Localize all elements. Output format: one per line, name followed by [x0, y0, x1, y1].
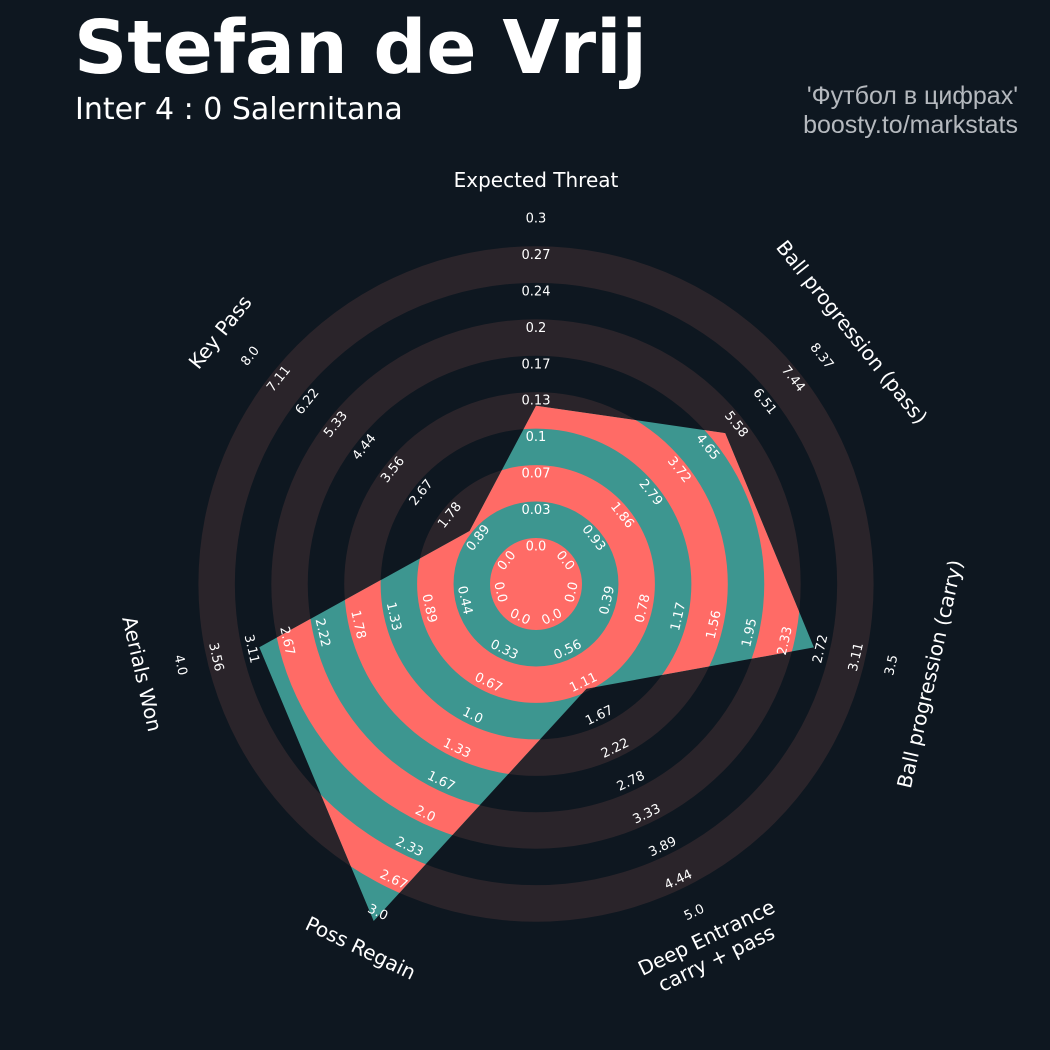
ring-value-label: 2.22 — [312, 617, 333, 649]
credit-line-2: boosty.to/markstats — [803, 110, 1018, 139]
ring-value-label: 0.24 — [522, 284, 551, 299]
credit-line-1: 'Футбол в цифрах' — [806, 82, 1018, 110]
ring-value-label: 1.78 — [347, 609, 368, 641]
param-label: Aerials Won — [117, 614, 167, 734]
ring-value-label: 0.17 — [522, 357, 551, 372]
player-radar-polygon — [259, 405, 814, 921]
ring-value-label: 0.39 — [597, 585, 618, 617]
ring-value-label: 0.13 — [522, 394, 551, 409]
ring-value-label: 0.0 — [526, 540, 547, 555]
ring-value-label: 0.07 — [522, 467, 551, 482]
param-label: Ball progression (carry) — [892, 557, 968, 790]
ring-value-label: 0.44 — [454, 585, 475, 617]
ring-value-label: 0.78 — [633, 593, 654, 625]
ring-value-label: 0.0 — [562, 580, 581, 604]
polygon-inner-core — [490, 538, 582, 630]
player-name-title: Stefan de Vrij — [74, 5, 647, 91]
credit-block: 'Футбол в цифрах' boosty.to/markstats — [803, 82, 1018, 140]
ring-value-label: 3.56 — [205, 641, 226, 673]
ring-value-label: 4.0 — [170, 653, 189, 677]
match-subtitle: Inter 4 : 0 Salernitana — [75, 92, 403, 127]
ring-value-label: 5.0 — [682, 902, 707, 924]
ring-value-label: 1.95 — [739, 617, 760, 649]
param-label-line: Aerials Won — [117, 614, 167, 734]
ring-value-label: 0.1 — [526, 430, 547, 445]
param-label-line: Poss Regain — [302, 911, 420, 984]
ring-value-label: 0.0 — [490, 580, 509, 604]
param-label: Deep Entrancecarry + pass — [634, 895, 788, 1002]
ring-value-label: 1.56 — [704, 609, 725, 641]
ring-value-label: 3.11 — [846, 641, 867, 673]
param-label: Expected Threat — [454, 168, 619, 192]
ring-value-label: 0.03 — [522, 503, 551, 518]
polygon-ring-band — [417, 465, 655, 703]
ring-value-label: 1.33 — [383, 601, 404, 633]
ring-value-label: 1.17 — [668, 601, 689, 633]
param-label: Poss Regain — [302, 911, 420, 984]
ring-value-label: 2.33 — [775, 625, 796, 657]
param-label-line: Expected Threat — [454, 168, 619, 192]
ring-value-label: 2.67 — [276, 625, 297, 657]
ring-value-label: 8.37 — [807, 340, 837, 372]
ring-value-label: 8.0 — [238, 344, 263, 370]
ring-value-label: 0.27 — [522, 248, 551, 263]
ring-value-label: 3.5 — [882, 653, 901, 677]
ring-value-label: 3.11 — [241, 633, 262, 665]
param-label-line: Ball progression (carry) — [892, 557, 968, 790]
ring-value-label: 0.2 — [526, 321, 547, 336]
ring-value-label: 0.89 — [418, 593, 439, 625]
ring-value-label: 2.72 — [810, 633, 831, 665]
ring-value-label: 0.3 — [526, 211, 547, 226]
